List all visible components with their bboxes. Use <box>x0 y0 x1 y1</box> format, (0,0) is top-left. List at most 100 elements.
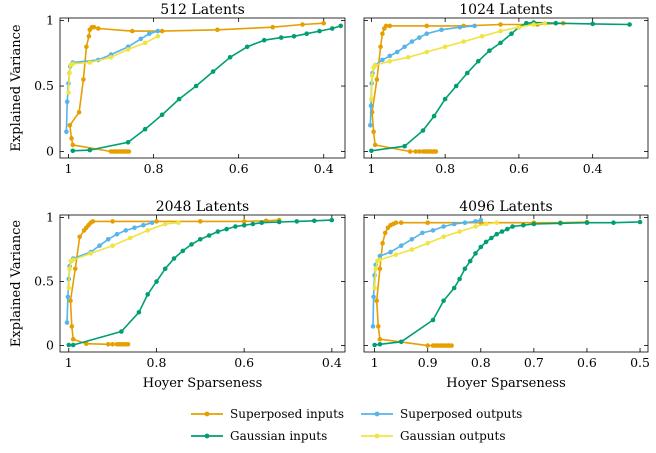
data-point-superposed-inputs <box>270 24 276 30</box>
data-point-superposed-outputs <box>377 253 383 259</box>
data-point-superposed-outputs <box>457 24 463 30</box>
data-point-superposed-inputs <box>86 34 92 39</box>
chart-grid: 1 0.8 0.6 0.4 0 0.5 1 512 Latents Explained Vari… <box>9 2 650 391</box>
data-point-gaussian-inputs <box>531 221 537 227</box>
data-point-gaussian-inputs <box>210 69 216 74</box>
data-point-gaussian-inputs <box>180 248 186 254</box>
data-point-gaussian-outputs <box>110 243 115 248</box>
data-point-superposed-outputs <box>417 35 422 40</box>
data-point-superposed-inputs <box>130 28 135 34</box>
legend-item-superposed-inputs: Superposed inputs <box>190 406 360 422</box>
data-point-gaussian-inputs <box>369 148 374 154</box>
series-gaussian-outputs <box>372 220 500 291</box>
data-point-superposed-outputs <box>132 225 137 231</box>
series-superposed-inputs <box>67 20 327 154</box>
legend-label-gaussian-outputs: Gaussian outputs <box>400 429 506 443</box>
data-point-gaussian-inputs <box>312 218 317 224</box>
data-point-gaussian-inputs <box>329 26 335 31</box>
plot-frame <box>59 214 346 353</box>
data-point-gaussian-outputs <box>387 58 393 64</box>
data-point-gaussian-inputs <box>329 217 335 223</box>
data-point-gaussian-inputs <box>372 342 377 348</box>
plot-frame <box>59 17 346 159</box>
data-point-superposed-outputs <box>370 324 376 329</box>
data-point-gaussian-inputs <box>227 55 233 60</box>
data-point-gaussian-inputs <box>189 242 194 247</box>
data-point-superposed-outputs <box>141 222 146 228</box>
data-point-superposed-inputs <box>198 219 203 224</box>
data-point-superposed-outputs <box>368 103 374 108</box>
data-point-gaussian-inputs <box>87 147 93 153</box>
data-point-superposed-inputs <box>398 220 404 225</box>
data-point-superposed-inputs <box>215 27 220 33</box>
data-point-superposed-inputs <box>300 22 305 27</box>
data-point-superposed-outputs <box>472 23 477 29</box>
data-point-superposed-inputs <box>110 342 115 347</box>
data-point-gaussian-outputs <box>88 251 93 256</box>
data-point-superposed-outputs <box>394 49 400 55</box>
data-point-gaussian-inputs <box>431 113 437 119</box>
data-point-superposed-outputs <box>409 237 415 242</box>
data-point-gaussian-inputs <box>291 34 297 39</box>
y-tick-label: 0 <box>46 338 54 353</box>
data-point-gaussian-inputs <box>70 342 76 348</box>
data-point-gaussian-inputs <box>558 221 563 226</box>
data-point-gaussian-inputs <box>637 219 643 225</box>
data-point-superposed-outputs <box>123 228 129 233</box>
legend-label-gaussian-inputs: Gaussian inputs <box>230 429 328 443</box>
data-point-gaussian-inputs <box>278 35 284 40</box>
y-axis-label: Explained Variance <box>9 220 24 347</box>
data-point-gaussian-inputs <box>224 226 229 232</box>
data-point-gaussian-outputs <box>441 234 446 240</box>
data-point-gaussian-outputs <box>442 44 448 50</box>
data-point-gaussian-inputs <box>198 237 203 242</box>
x-tick-label: 0.8 <box>147 355 167 370</box>
data-point-gaussian-inputs <box>259 220 265 225</box>
y-tick-label: 1 <box>46 13 54 28</box>
data-point-superposed-inputs <box>378 44 383 50</box>
series-superposed-outputs <box>368 23 477 128</box>
data-point-superposed-inputs <box>154 219 159 224</box>
data-point-gaussian-inputs <box>145 292 150 297</box>
data-point-gaussian-outputs <box>393 252 399 257</box>
data-point-superposed-inputs <box>376 324 381 329</box>
data-point-superposed-outputs <box>147 31 152 36</box>
data-point-superposed-inputs <box>321 20 327 26</box>
series-line-gaussian-inputs <box>374 221 641 346</box>
data-point-superposed-inputs <box>110 219 115 224</box>
data-point-superposed-outputs <box>155 28 161 34</box>
series-gaussian-inputs <box>66 217 335 348</box>
series-superposed-inputs <box>374 219 590 348</box>
data-point-gaussian-inputs <box>338 23 344 29</box>
data-point-superposed-inputs <box>413 149 418 154</box>
data-point-gaussian-inputs <box>462 266 468 272</box>
data-point-gaussian-outputs <box>483 221 489 227</box>
x-tick-label: 1 <box>367 161 375 176</box>
data-point-gaussian-outputs <box>369 73 375 78</box>
data-point-gaussian-inputs <box>505 226 510 232</box>
x-tick-label: 1 <box>371 355 379 370</box>
data-point-gaussian-outputs <box>125 47 131 52</box>
data-point-gaussian-inputs <box>162 266 168 272</box>
x-tick-label: 0.6 <box>234 355 254 370</box>
data-point-superposed-outputs <box>451 221 457 227</box>
data-point-gaussian-outputs <box>479 34 485 39</box>
data-point-gaussian-outputs <box>473 224 478 229</box>
legend-item-gaussian-outputs: Gaussian outputs <box>360 428 550 444</box>
data-point-gaussian-outputs <box>70 257 76 263</box>
data-point-gaussian-outputs <box>162 221 168 227</box>
data-point-gaussian-inputs <box>250 221 256 227</box>
data-point-superposed-inputs <box>498 22 503 27</box>
data-point-superposed-outputs <box>371 294 376 300</box>
data-point-superposed-outputs <box>439 27 444 33</box>
y-tick-label: 0 <box>46 143 54 158</box>
series-line-superposed-outputs <box>369 25 475 126</box>
series-superposed-inputs <box>68 217 282 347</box>
series-line-superposed-outputs <box>65 30 159 132</box>
data-point-gaussian-inputs <box>451 285 457 291</box>
data-point-superposed-inputs <box>393 220 399 225</box>
data-point-gaussian-inputs <box>509 31 514 36</box>
data-point-gaussian-outputs <box>409 247 415 252</box>
data-point-superposed-inputs <box>76 109 82 115</box>
data-point-gaussian-inputs <box>420 128 426 133</box>
